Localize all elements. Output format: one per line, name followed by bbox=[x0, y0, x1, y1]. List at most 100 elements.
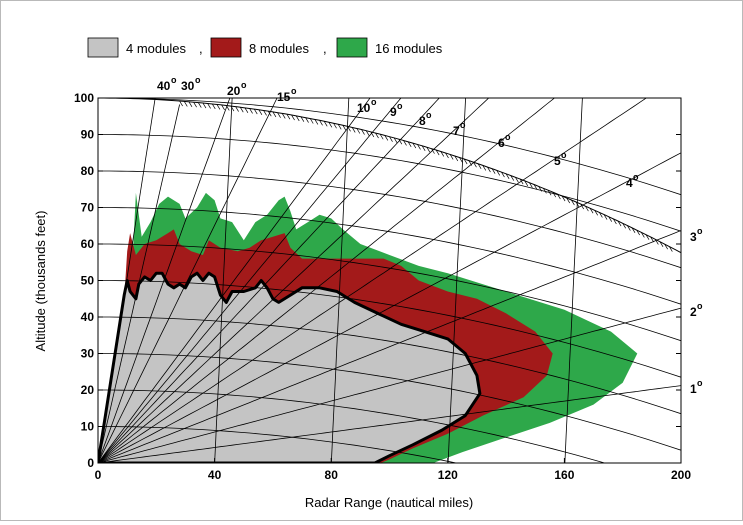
elevation-scale-tick bbox=[435, 149, 440, 156]
elevation-ray bbox=[98, 98, 371, 463]
elevation-ray bbox=[98, 98, 490, 463]
elevation-scale-tick bbox=[538, 186, 543, 192]
elevation-scale-tick bbox=[580, 203, 585, 210]
elevation-scale-tick bbox=[566, 197, 571, 204]
elevation-scale-tick bbox=[659, 241, 664, 247]
coverage-areas bbox=[98, 192, 638, 463]
elevation-scale-tick bbox=[379, 134, 384, 140]
elevation-scale-tick bbox=[519, 178, 524, 185]
elevation-angle-label: 5 bbox=[554, 154, 561, 168]
y-tick-label: 50 bbox=[81, 274, 95, 288]
elevation-degree-symbol: o bbox=[195, 75, 201, 85]
y-tick-label: 80 bbox=[81, 164, 95, 178]
altitude-arc bbox=[98, 207, 681, 305]
elevation-scale-tick bbox=[286, 114, 291, 120]
elevation-scale-tick bbox=[225, 105, 230, 111]
elevation-scale-tick bbox=[641, 232, 645, 238]
elevation-angle-label: 15 bbox=[277, 90, 291, 104]
legend-sep-2: , bbox=[323, 41, 327, 56]
elevation-scale-tick bbox=[669, 246, 673, 252]
elevation-scale-tick bbox=[347, 126, 351, 132]
elevation-scale-tick bbox=[575, 201, 580, 208]
elevation-scale-tick bbox=[449, 154, 454, 160]
elevation-scale-tick bbox=[459, 157, 463, 163]
elevation-scale-tick bbox=[188, 101, 193, 107]
y-axis-title: Altitude (thousands feet) bbox=[33, 211, 48, 352]
legend-label-8-modules: 8 modules bbox=[249, 41, 309, 56]
elevation-angle-label: 7 bbox=[453, 124, 460, 138]
elevation-degree-symbol: o bbox=[426, 110, 432, 120]
elevation-scale-tick bbox=[342, 125, 347, 131]
elevation-scale-tick bbox=[361, 129, 365, 135]
elevation-degree-symbol: o bbox=[633, 172, 639, 182]
elevation-degree-symbol: o bbox=[505, 132, 511, 142]
elevation-degree-symbol: o bbox=[697, 378, 703, 388]
x-axis-title: Radar Range (nautical miles) bbox=[305, 495, 473, 510]
elevation-scale-tick bbox=[365, 130, 370, 136]
elevation-scale-tick bbox=[650, 236, 654, 243]
legend-swatch-4-modules bbox=[87, 37, 119, 58]
y-tick-label: 90 bbox=[81, 128, 95, 142]
elevation-scale-tick bbox=[337, 124, 342, 130]
legend-sep-1: , bbox=[199, 41, 203, 56]
elevation-degree-symbol: o bbox=[697, 226, 703, 236]
elevation-scale-tick bbox=[473, 161, 477, 168]
elevation-scale-tick bbox=[631, 227, 636, 233]
x-tick-label: 80 bbox=[325, 468, 339, 482]
altitude-arc bbox=[98, 389, 606, 463]
elevation-degree-symbol: o bbox=[697, 301, 703, 311]
elevation-scale-tick bbox=[384, 135, 389, 141]
legend: 4 modules , 8 modules , 16 modules bbox=[87, 37, 443, 58]
elevation-scale-tick bbox=[496, 170, 501, 176]
elevation-degree-symbol: o bbox=[397, 101, 403, 111]
elevation-scale-tick bbox=[211, 103, 216, 110]
elevation-ray bbox=[98, 98, 278, 463]
elevation-scale-tick bbox=[356, 128, 361, 134]
elevation-scale-tick bbox=[216, 104, 221, 110]
elevation-scale-tick bbox=[370, 131, 375, 138]
elevation-scale-tick bbox=[272, 111, 277, 118]
altitude-arc bbox=[98, 426, 459, 463]
elevation-scale-tick bbox=[253, 108, 258, 115]
altitude-arc bbox=[98, 243, 681, 342]
elevation-scale-tick bbox=[468, 160, 473, 166]
elevation-scale-tick bbox=[277, 112, 281, 118]
elevation-scale-tick bbox=[445, 152, 449, 159]
range-line bbox=[447, 98, 466, 463]
altitude-arc bbox=[98, 353, 681, 451]
range-line bbox=[564, 98, 583, 463]
elevation-scale-tick bbox=[417, 144, 421, 150]
elevation-scale-tick bbox=[585, 205, 589, 212]
elevation-scale-tick bbox=[403, 140, 407, 146]
elevation-scale-tick bbox=[622, 223, 627, 229]
elevation-scale-tick bbox=[426, 147, 431, 153]
x-tick-label: 200 bbox=[671, 468, 691, 482]
elevation-scale-tick bbox=[557, 193, 561, 200]
elevation-scale-tick bbox=[636, 229, 640, 236]
elevation-scale-tick bbox=[510, 175, 515, 181]
elevation-angle-label: 4 bbox=[626, 176, 633, 190]
elevation-scale-tick bbox=[613, 218, 617, 225]
elevation-angle-label: 10 bbox=[357, 101, 371, 115]
elevation-angle-label: 8 bbox=[419, 114, 426, 128]
elevation-scale-tick bbox=[183, 101, 188, 107]
elevation-scale-tick bbox=[608, 216, 613, 222]
x-tick-label: 120 bbox=[438, 468, 458, 482]
elevation-scale-tick bbox=[193, 101, 197, 108]
elevation-scale-tick bbox=[552, 191, 557, 198]
elevation-scale-tick bbox=[235, 106, 239, 112]
elevation-ray bbox=[98, 98, 556, 463]
elevation-ray bbox=[98, 152, 681, 463]
altitude-arc bbox=[98, 280, 681, 378]
range-line bbox=[214, 98, 233, 463]
elevation-ray bbox=[98, 98, 402, 463]
altitude-arc bbox=[98, 170, 681, 269]
elevation-scale-tick bbox=[398, 139, 403, 145]
elevation-scale-tick bbox=[482, 165, 487, 171]
elevation-scale-tick bbox=[300, 116, 305, 122]
elevation-scale-tick bbox=[328, 122, 333, 128]
elevation-degree-symbol: o bbox=[460, 120, 466, 130]
elevation-scale-tick bbox=[412, 142, 417, 149]
elevation-scale-tick bbox=[333, 123, 337, 129]
elevation-scale-tick bbox=[305, 117, 309, 123]
